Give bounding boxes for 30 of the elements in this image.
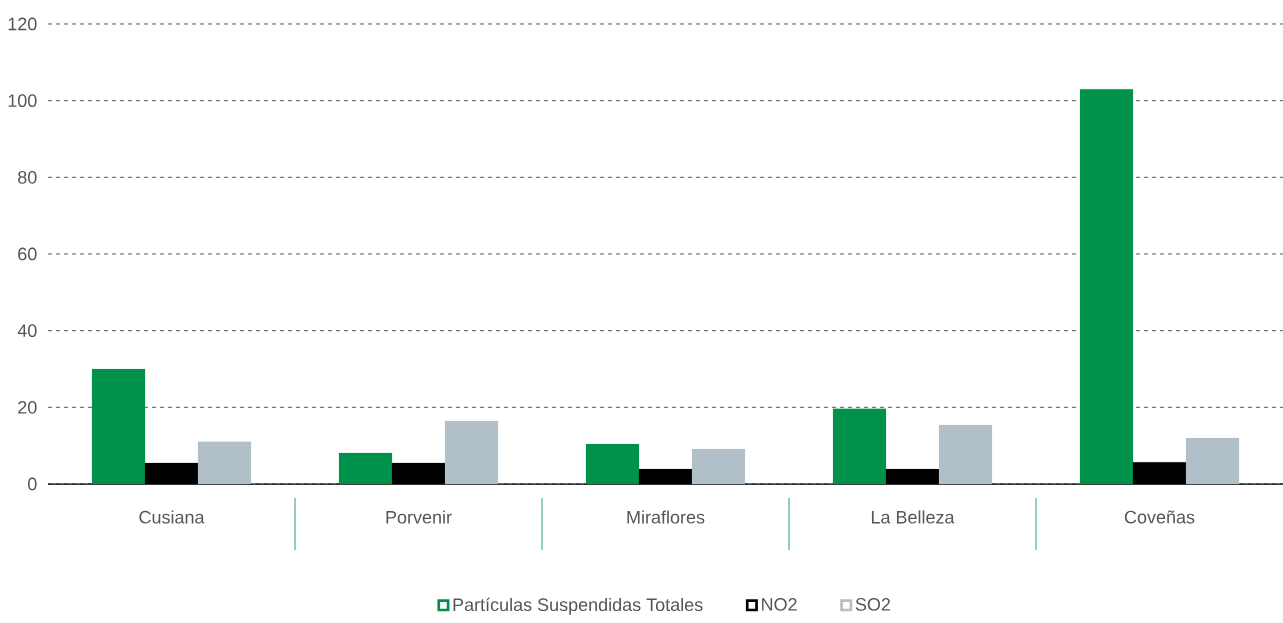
y-tick-label: 40: [17, 324, 37, 338]
x-tick-label: La Belleza: [871, 510, 955, 524]
y-tick-label: 20: [18, 400, 37, 414]
bar: [938, 424, 993, 485]
bar: [691, 449, 746, 485]
legend-label: SO2: [855, 598, 891, 611]
bar: [144, 462, 199, 485]
bar: [1132, 462, 1187, 485]
bar: [444, 421, 499, 485]
bar: [638, 468, 693, 485]
y-tick-label: 60: [18, 247, 37, 261]
x-tick-label: Coveñas: [1124, 510, 1195, 524]
x-tick-label: Miraflores: [627, 510, 705, 524]
bar: [832, 408, 887, 485]
y-tick-label: 120: [8, 17, 37, 31]
y-tick-label: 100: [8, 94, 37, 108]
bar: [1185, 437, 1240, 485]
x-tick-label: Cusiana: [139, 510, 205, 524]
bar: [197, 441, 252, 485]
legend-label: NO2: [762, 598, 797, 611]
bar: [338, 452, 393, 485]
bar: [585, 444, 640, 485]
y-tick-label: 80: [18, 170, 37, 184]
bar: [885, 468, 940, 485]
bar: [391, 462, 446, 485]
x-tick-label: Porvenir: [386, 510, 452, 524]
y-tick-label: 0: [28, 477, 37, 491]
bar: [91, 368, 146, 485]
legend-label: Partículas Suspendidas Totales: [453, 597, 703, 615]
bar: [1079, 89, 1134, 485]
